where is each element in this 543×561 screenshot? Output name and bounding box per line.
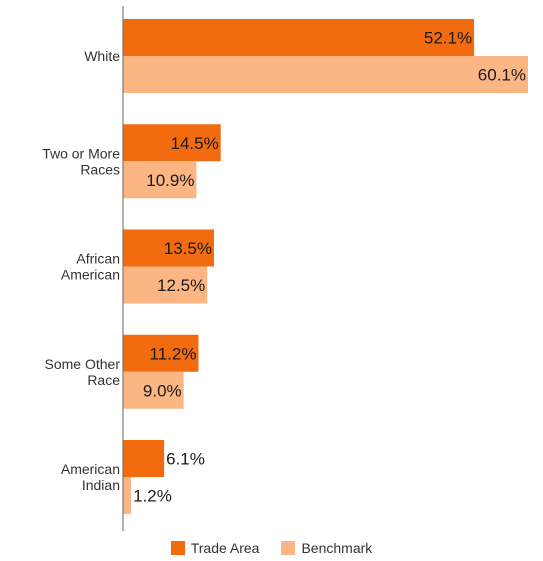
category-label-line: American — [61, 267, 120, 283]
value-label-benchmark-american-indian: 1.2% — [133, 487, 172, 506]
category-label-african-american: African American — [61, 251, 120, 283]
bar-benchmark-some-other-race — [123, 371, 184, 409]
category-label-some-other-race: Some Other Race — [45, 356, 121, 388]
bar-benchmark-african-american — [123, 266, 208, 304]
bar-trade-area-white — [123, 19, 475, 56]
value-label-benchmark-african-american: 12.5% — [157, 276, 205, 295]
bar-benchmark-two-or-more-races — [123, 161, 197, 199]
value-label-trade-area-american-indian: 6.1% — [166, 450, 205, 469]
category-label-line: Two or More — [42, 145, 120, 161]
legend-label-trade-area: Trade Area — [190, 540, 260, 556]
category-label-line: Race — [87, 372, 120, 388]
value-label-benchmark-some-other-race: 9.0% — [143, 381, 182, 400]
bar-trade-area-american-indian — [123, 440, 165, 477]
category-label-line: Indian — [82, 477, 120, 493]
value-label-trade-area-some-other-race: 11.2% — [150, 344, 197, 363]
value-label-trade-area-two-or-more-races: 14.5% — [171, 134, 219, 153]
category-label-line: White — [84, 48, 120, 64]
value-label-benchmark-two-or-more-races: 10.9% — [146, 171, 194, 190]
legend: Trade Area Benchmark — [0, 540, 543, 556]
bar-benchmark-american-indian — [123, 477, 132, 514]
value-label-trade-area-african-american: 13.5% — [164, 239, 212, 258]
category-label-line: African — [76, 251, 120, 267]
legend-label-benchmark: Benchmark — [301, 540, 373, 556]
category-label-line: Races — [80, 161, 120, 177]
legend-swatch-trade-area — [170, 541, 185, 555]
value-label-benchmark-white: 60.1% — [478, 66, 526, 85]
category-label-two-or-more-races: Two or More Races — [42, 145, 120, 177]
category-label-line: American — [61, 461, 120, 477]
bar-trade-area-two-or-more-races — [123, 124, 221, 162]
bar-trade-area-african-american — [123, 229, 214, 267]
category-label-american-indian: American Indian — [61, 461, 120, 493]
legend-item-benchmark: Benchmark — [281, 540, 372, 556]
category-label-white: White — [84, 48, 120, 64]
legend-swatch-benchmark — [281, 541, 296, 555]
category-label-line: Some Other — [45, 356, 121, 372]
value-label-trade-area-white: 52.1% — [424, 29, 472, 48]
bar-trade-area-some-other-race — [123, 334, 199, 372]
legend-item-trade-area: Trade Area — [170, 540, 260, 556]
bar-benchmark-white — [123, 56, 528, 93]
